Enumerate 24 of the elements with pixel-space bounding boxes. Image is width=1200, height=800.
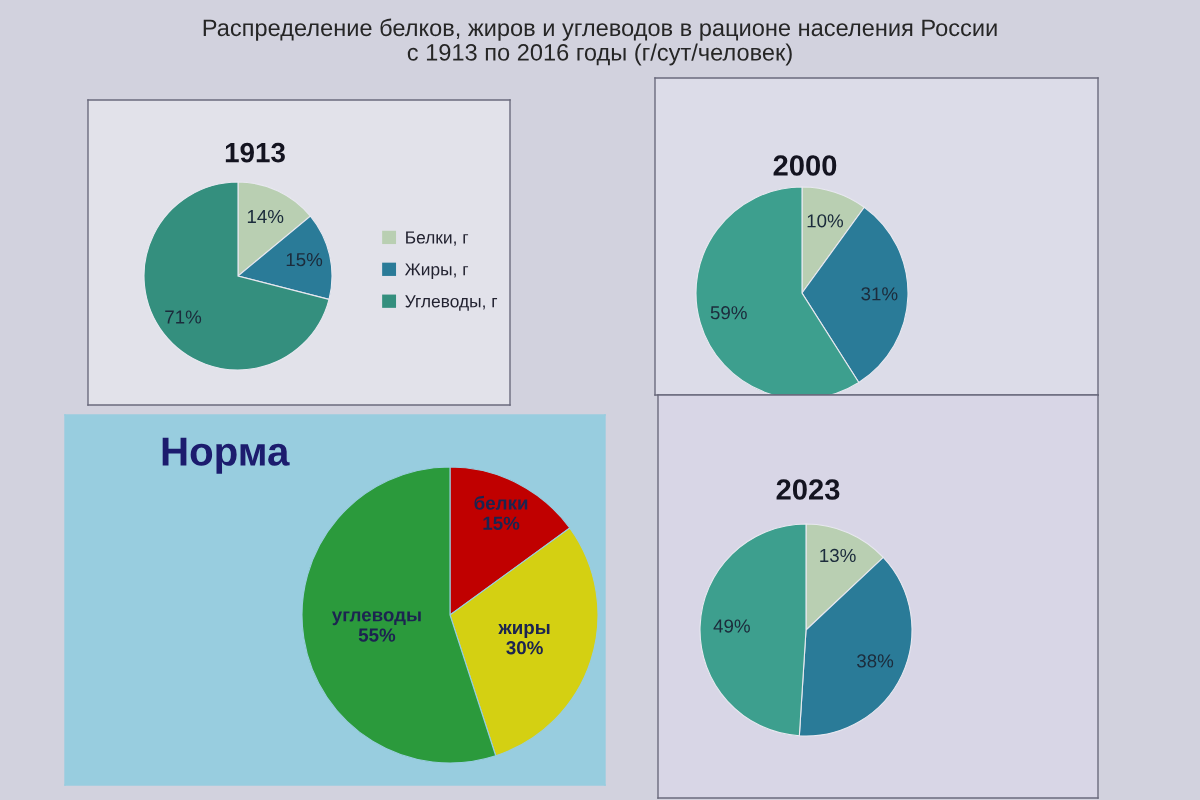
data-label: 31% <box>861 287 898 301</box>
data-label: 71% <box>165 310 202 324</box>
pie-slice <box>143 181 330 371</box>
slice-label: жиры <box>498 623 550 638</box>
data-label: 38% <box>857 654 894 668</box>
text: Распределение белков, жиров и углеводов в рационе населения России с 1913 по 2016 годы (г/сут/человек) <box>203 18 997 66</box>
data-label: 15% <box>483 516 520 530</box>
data-label: 13% <box>820 548 856 563</box>
data-label: 10% <box>807 214 844 228</box>
chart-title: 2000 <box>773 155 837 176</box>
data-label: 59% <box>710 306 747 320</box>
legend-label: Углеводы, г <box>405 295 498 311</box>
chart-title: 2023 <box>776 479 840 500</box>
slice-label: углеводы <box>331 611 421 626</box>
chart-title: Норма <box>162 437 290 474</box>
legend-label: Белки, г <box>406 231 469 246</box>
data-label: 30% <box>506 641 543 655</box>
chart-title: 1913 <box>225 142 285 163</box>
slice-label: белки <box>474 495 528 510</box>
data-label: 49% <box>713 619 750 633</box>
data-label: 14% <box>247 210 284 224</box>
legend-label: Жиры, г <box>404 263 469 279</box>
data-label: 15% <box>286 253 323 267</box>
data-label: 55% <box>358 628 396 642</box>
